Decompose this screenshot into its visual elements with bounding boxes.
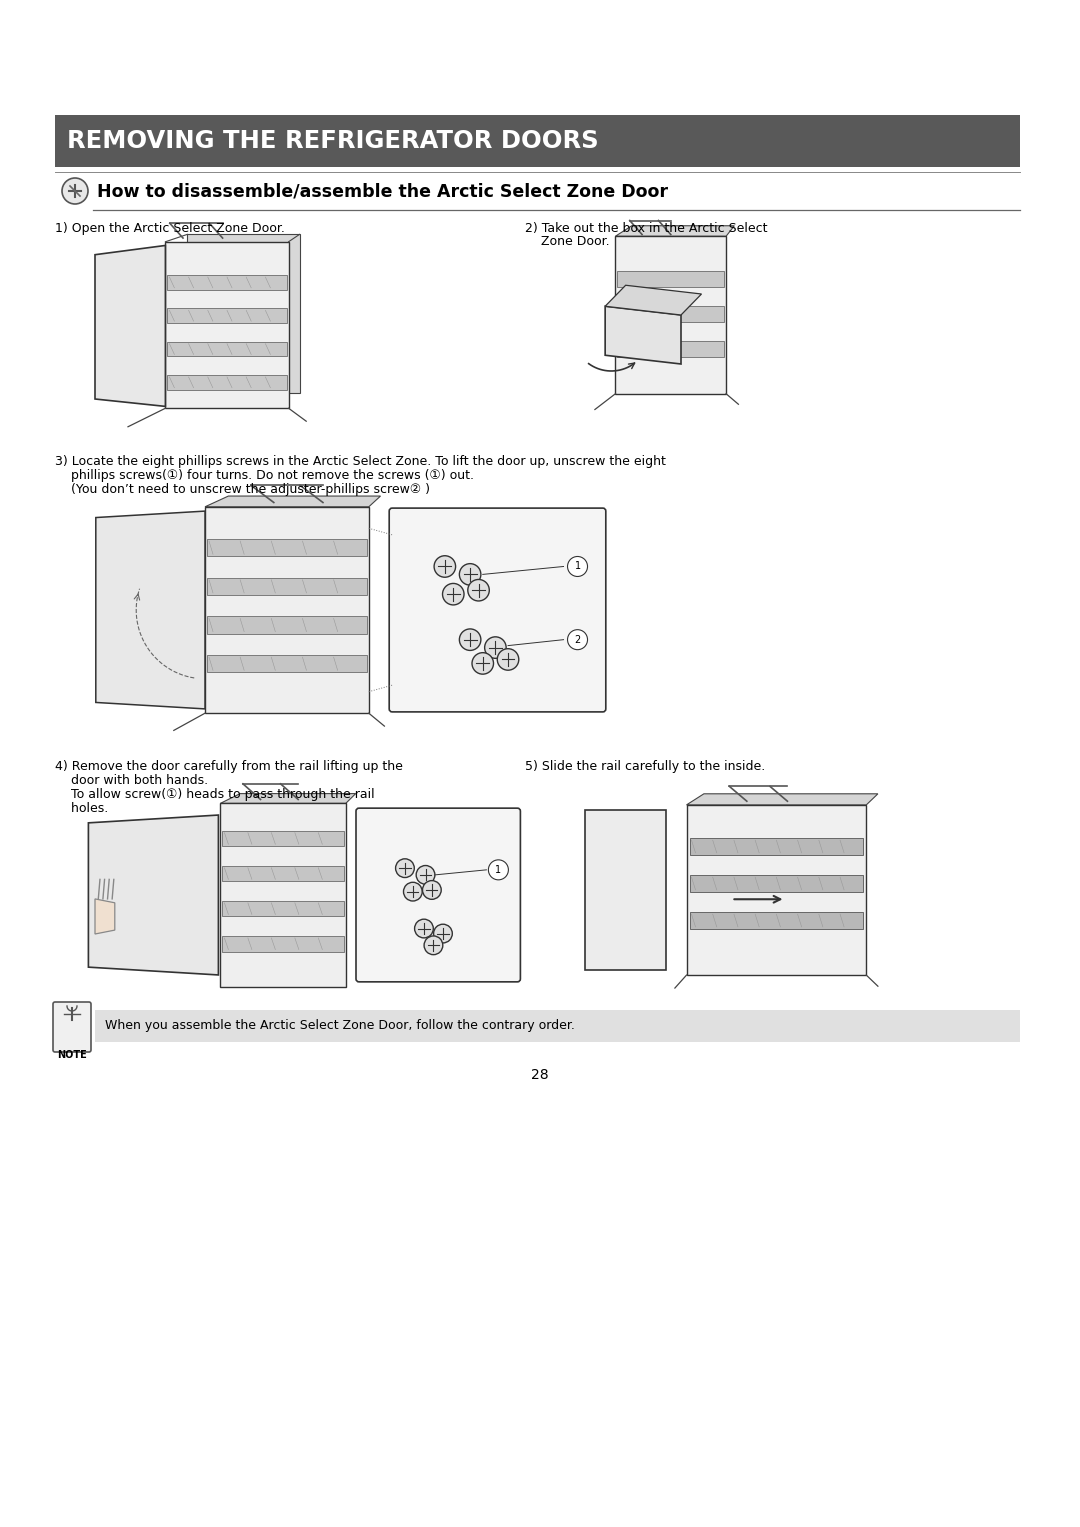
FancyBboxPatch shape bbox=[356, 808, 521, 982]
Text: NOTE: NOTE bbox=[57, 1051, 86, 1060]
Bar bbox=[167, 275, 286, 290]
Bar bbox=[167, 308, 286, 324]
Bar bbox=[165, 241, 288, 408]
Text: 4) Remove the door carefully from the rail lifting up the: 4) Remove the door carefully from the ra… bbox=[55, 760, 403, 773]
Circle shape bbox=[433, 924, 453, 944]
Text: REMOVING THE REFRIGERATOR DOORS: REMOVING THE REFRIGERATOR DOORS bbox=[67, 128, 598, 153]
Circle shape bbox=[567, 629, 588, 649]
Circle shape bbox=[415, 919, 433, 938]
Text: (You don’t need to unscrew the adjuster-phillips screw② ): (You don’t need to unscrew the adjuster-… bbox=[55, 483, 430, 496]
Bar bbox=[220, 803, 346, 986]
Polygon shape bbox=[605, 307, 681, 363]
Text: 28: 28 bbox=[531, 1067, 549, 1083]
Bar bbox=[207, 655, 367, 672]
Bar bbox=[222, 901, 343, 916]
Text: 3) Locate the eight phillips screws in the Arctic Select Zone. To lift the door : 3) Locate the eight phillips screws in t… bbox=[55, 455, 666, 467]
Polygon shape bbox=[687, 794, 878, 805]
Circle shape bbox=[485, 637, 507, 658]
Bar bbox=[205, 507, 368, 713]
Circle shape bbox=[459, 563, 481, 585]
Circle shape bbox=[567, 556, 588, 577]
Bar bbox=[689, 912, 863, 928]
Polygon shape bbox=[220, 794, 355, 803]
Bar bbox=[687, 805, 866, 976]
Bar bbox=[222, 866, 343, 881]
Polygon shape bbox=[205, 496, 380, 507]
Bar bbox=[167, 376, 286, 389]
Text: Zone Door.: Zone Door. bbox=[525, 235, 609, 247]
Polygon shape bbox=[616, 226, 734, 237]
Text: 1: 1 bbox=[575, 562, 581, 571]
Bar bbox=[585, 811, 666, 970]
Bar bbox=[616, 237, 726, 394]
Bar bbox=[207, 577, 367, 596]
FancyBboxPatch shape bbox=[53, 1002, 91, 1052]
Bar bbox=[222, 831, 343, 846]
Bar bbox=[222, 936, 343, 951]
Bar bbox=[618, 341, 724, 357]
Polygon shape bbox=[95, 246, 165, 406]
Circle shape bbox=[434, 556, 456, 577]
Bar bbox=[618, 272, 724, 287]
Text: phillips screws(①) four turns. Do not remove the screws (①) out.: phillips screws(①) four turns. Do not re… bbox=[55, 469, 474, 483]
Text: To allow screw(①) heads to pass through the rail: To allow screw(①) heads to pass through … bbox=[55, 788, 375, 802]
Circle shape bbox=[468, 579, 489, 602]
Circle shape bbox=[404, 883, 422, 901]
Polygon shape bbox=[605, 286, 702, 315]
Polygon shape bbox=[188, 234, 299, 394]
Circle shape bbox=[416, 866, 435, 884]
Circle shape bbox=[422, 881, 442, 899]
Circle shape bbox=[62, 179, 87, 205]
Circle shape bbox=[424, 936, 443, 954]
Bar bbox=[95, 1009, 1020, 1041]
Text: door with both hands.: door with both hands. bbox=[55, 774, 208, 786]
Polygon shape bbox=[95, 899, 114, 935]
Circle shape bbox=[472, 652, 494, 673]
Text: 1) Open the Arctic Select Zone Door.: 1) Open the Arctic Select Zone Door. bbox=[55, 221, 285, 235]
Polygon shape bbox=[96, 512, 205, 709]
Text: 2: 2 bbox=[575, 635, 581, 644]
Circle shape bbox=[443, 583, 464, 605]
Polygon shape bbox=[89, 815, 218, 974]
Circle shape bbox=[459, 629, 481, 651]
Text: 2) Take out the box in the Arctic Select: 2) Take out the box in the Arctic Select bbox=[525, 221, 768, 235]
Circle shape bbox=[488, 860, 509, 880]
Text: 5) Slide the rail carefully to the inside.: 5) Slide the rail carefully to the insid… bbox=[525, 760, 766, 773]
Bar bbox=[618, 307, 724, 322]
Text: holes.: holes. bbox=[55, 802, 108, 815]
Bar bbox=[689, 838, 863, 855]
Bar bbox=[689, 875, 863, 892]
Bar bbox=[207, 617, 367, 634]
Text: How to disassemble/assemble the Arctic Select Zone Door: How to disassemble/assemble the Arctic S… bbox=[97, 183, 669, 202]
Text: When you assemble the Arctic Select Zone Door, follow the contrary order.: When you assemble the Arctic Select Zone… bbox=[105, 1020, 575, 1032]
Circle shape bbox=[395, 858, 415, 878]
Bar bbox=[207, 539, 367, 556]
Text: 1: 1 bbox=[496, 864, 501, 875]
Bar bbox=[55, 115, 1020, 166]
Circle shape bbox=[497, 649, 518, 670]
FancyBboxPatch shape bbox=[389, 508, 606, 712]
Bar bbox=[167, 342, 286, 356]
